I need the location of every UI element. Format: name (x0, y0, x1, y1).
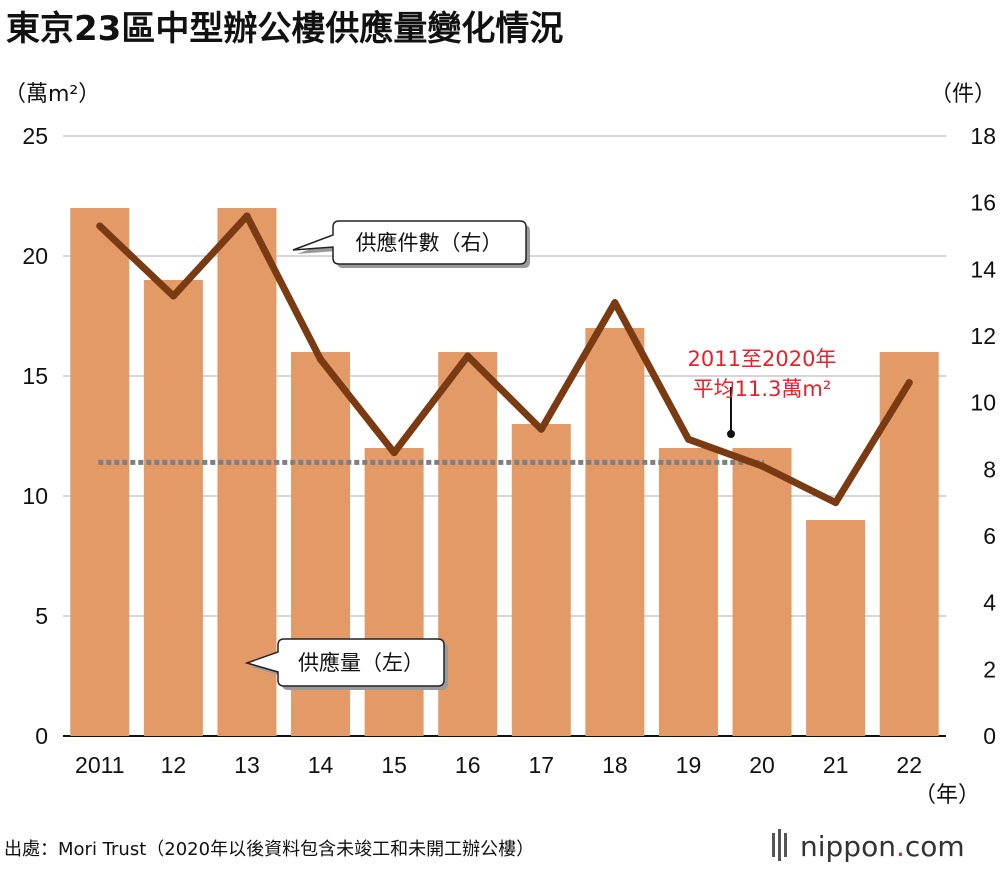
line-point (243, 212, 251, 220)
x-tick-label: 17 (528, 752, 554, 778)
line-point (905, 379, 913, 387)
bar (806, 520, 866, 736)
bar (364, 448, 424, 736)
average-label-line1: 2011至2020年 (688, 347, 837, 371)
bar (438, 352, 498, 736)
callout-box (244, 638, 445, 687)
line-point (317, 355, 325, 363)
line-point (537, 425, 545, 433)
average-annotation: 2011至2020年 平均11.3萬m² (688, 347, 837, 438)
left-axis-unit: （萬m²） (4, 82, 100, 107)
line-point (611, 299, 619, 307)
x-tick-label: 2011 (75, 752, 124, 778)
x-tick-label: 20 (749, 752, 775, 778)
line-series-label: 供應件數（右） (356, 231, 503, 255)
bar (585, 328, 645, 736)
line-point (169, 292, 177, 300)
line-point (832, 499, 840, 507)
line-series (96, 212, 913, 507)
line-point (758, 462, 766, 470)
x-tick-label: 15 (381, 752, 407, 778)
right-axis-unit: （件） (930, 82, 996, 107)
right-tick-label: 0 (983, 723, 996, 749)
x-tick-label: 21 (823, 752, 849, 778)
bar (879, 352, 939, 736)
bar (732, 448, 792, 736)
bar (143, 280, 203, 736)
x-tick-label: 18 (602, 752, 628, 778)
left-tick-label: 15 (22, 363, 48, 389)
right-axis-ticks: 0 2 4 6 8 10 12 14 16 18 (970, 123, 996, 749)
right-tick-label: 12 (970, 323, 996, 349)
logo-bar (772, 833, 775, 857)
bar (70, 208, 130, 736)
logo-main: nippon (800, 830, 896, 863)
logo-wordmark: nippon.com (800, 830, 965, 863)
left-tick-label: 0 (35, 723, 48, 749)
line-series-callout: 供應件數（右） (292, 220, 530, 268)
right-tick-label: 10 (970, 390, 996, 416)
x-tick-label: 19 (676, 752, 702, 778)
x-tick-label: 13 (234, 752, 260, 778)
bar-series (70, 208, 939, 736)
left-tick-label: 25 (22, 123, 48, 149)
x-tick-label: 14 (308, 752, 334, 778)
right-tick-label: 4 (983, 590, 996, 616)
logo-tail: com (905, 830, 965, 863)
chart-title: 東京23區中型辦公樓供應量變化情況 (6, 9, 563, 49)
right-tick-label: 6 (983, 523, 996, 549)
right-tick-label: 18 (970, 123, 996, 149)
callout-box (292, 220, 527, 265)
bar-series-label: 供應量（左） (298, 651, 424, 675)
bar-series-callout: 供應量（左） (244, 638, 448, 690)
line-point (684, 435, 692, 443)
bar (658, 448, 718, 736)
logo-bar (784, 833, 787, 857)
x-tick-label: 22 (896, 752, 922, 778)
average-leader-dot (727, 430, 735, 438)
x-axis-unit: （年） (914, 783, 980, 808)
right-tick-label: 2 (983, 656, 996, 682)
average-label-line2: 平均11.3萬m² (693, 377, 832, 401)
x-tick-label: 12 (161, 752, 187, 778)
x-tick-label: 16 (455, 752, 481, 778)
x-axis-ticks: 2011 12 13 14 15 16 17 18 19 20 21 22 (75, 752, 922, 778)
line-point (464, 352, 472, 360)
right-tick-label: 8 (983, 456, 996, 482)
logo-bar (778, 829, 781, 861)
left-tick-label: 5 (35, 603, 48, 629)
nippon-logo: nippon.com (772, 829, 965, 863)
line-point (390, 449, 398, 457)
line-path (96, 212, 913, 507)
right-tick-label: 16 (970, 190, 996, 216)
bar (217, 208, 277, 736)
bar (511, 424, 571, 736)
left-tick-label: 10 (22, 483, 48, 509)
left-tick-label: 20 (22, 243, 48, 269)
source-note: 出處：Mori Trust（2020年以後資料包含未竣工和未開工辦公樓） (4, 839, 534, 860)
left-axis-ticks: 0 5 10 15 20 25 (22, 123, 48, 749)
logo-dot: . (896, 830, 905, 863)
right-tick-label: 14 (970, 256, 996, 282)
line-point (96, 222, 104, 230)
